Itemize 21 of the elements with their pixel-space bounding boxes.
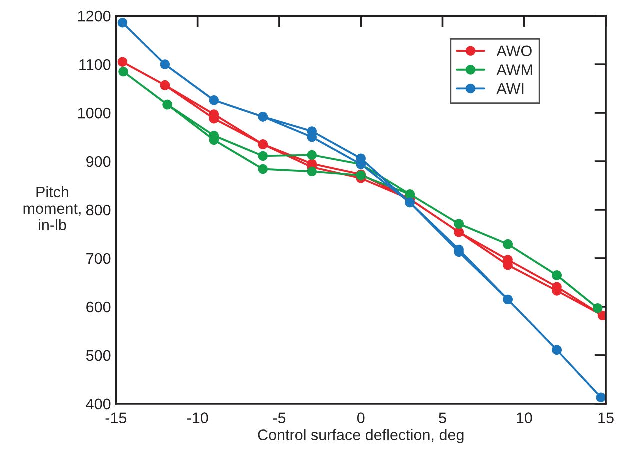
x-axis-title: Control surface deflection, deg — [258, 429, 464, 444]
y-tick-label: 900 — [86, 156, 111, 168]
x-tick-label: -10 — [187, 412, 208, 424]
x-tick-label: 5 — [439, 412, 446, 424]
x-tick-label: -5 — [273, 412, 286, 424]
y-tick-label: 400 — [86, 398, 111, 410]
x-tick-label: 10 — [517, 412, 532, 424]
y-axis-title: Pitch moment, in-lb — [24, 186, 81, 231]
x-tick-label: -15 — [106, 412, 127, 424]
x-tick-label: 0 — [357, 412, 365, 424]
legend-label: AWI — [496, 84, 524, 94]
x-tick-label: 15 — [598, 412, 614, 424]
y-tick-label: 1100 — [80, 59, 111, 70]
y-tick-label: 700 — [86, 253, 111, 264]
y-tick-label: 500 — [86, 350, 111, 362]
y-tick-label: 1000 — [78, 108, 111, 119]
legend-label: AWO — [496, 46, 532, 57]
y-tick-label: 1200 — [78, 10, 111, 22]
y-tick-label: 600 — [86, 302, 111, 313]
y-tick-label: 800 — [86, 204, 111, 216]
legend-label: AWM — [496, 64, 532, 76]
